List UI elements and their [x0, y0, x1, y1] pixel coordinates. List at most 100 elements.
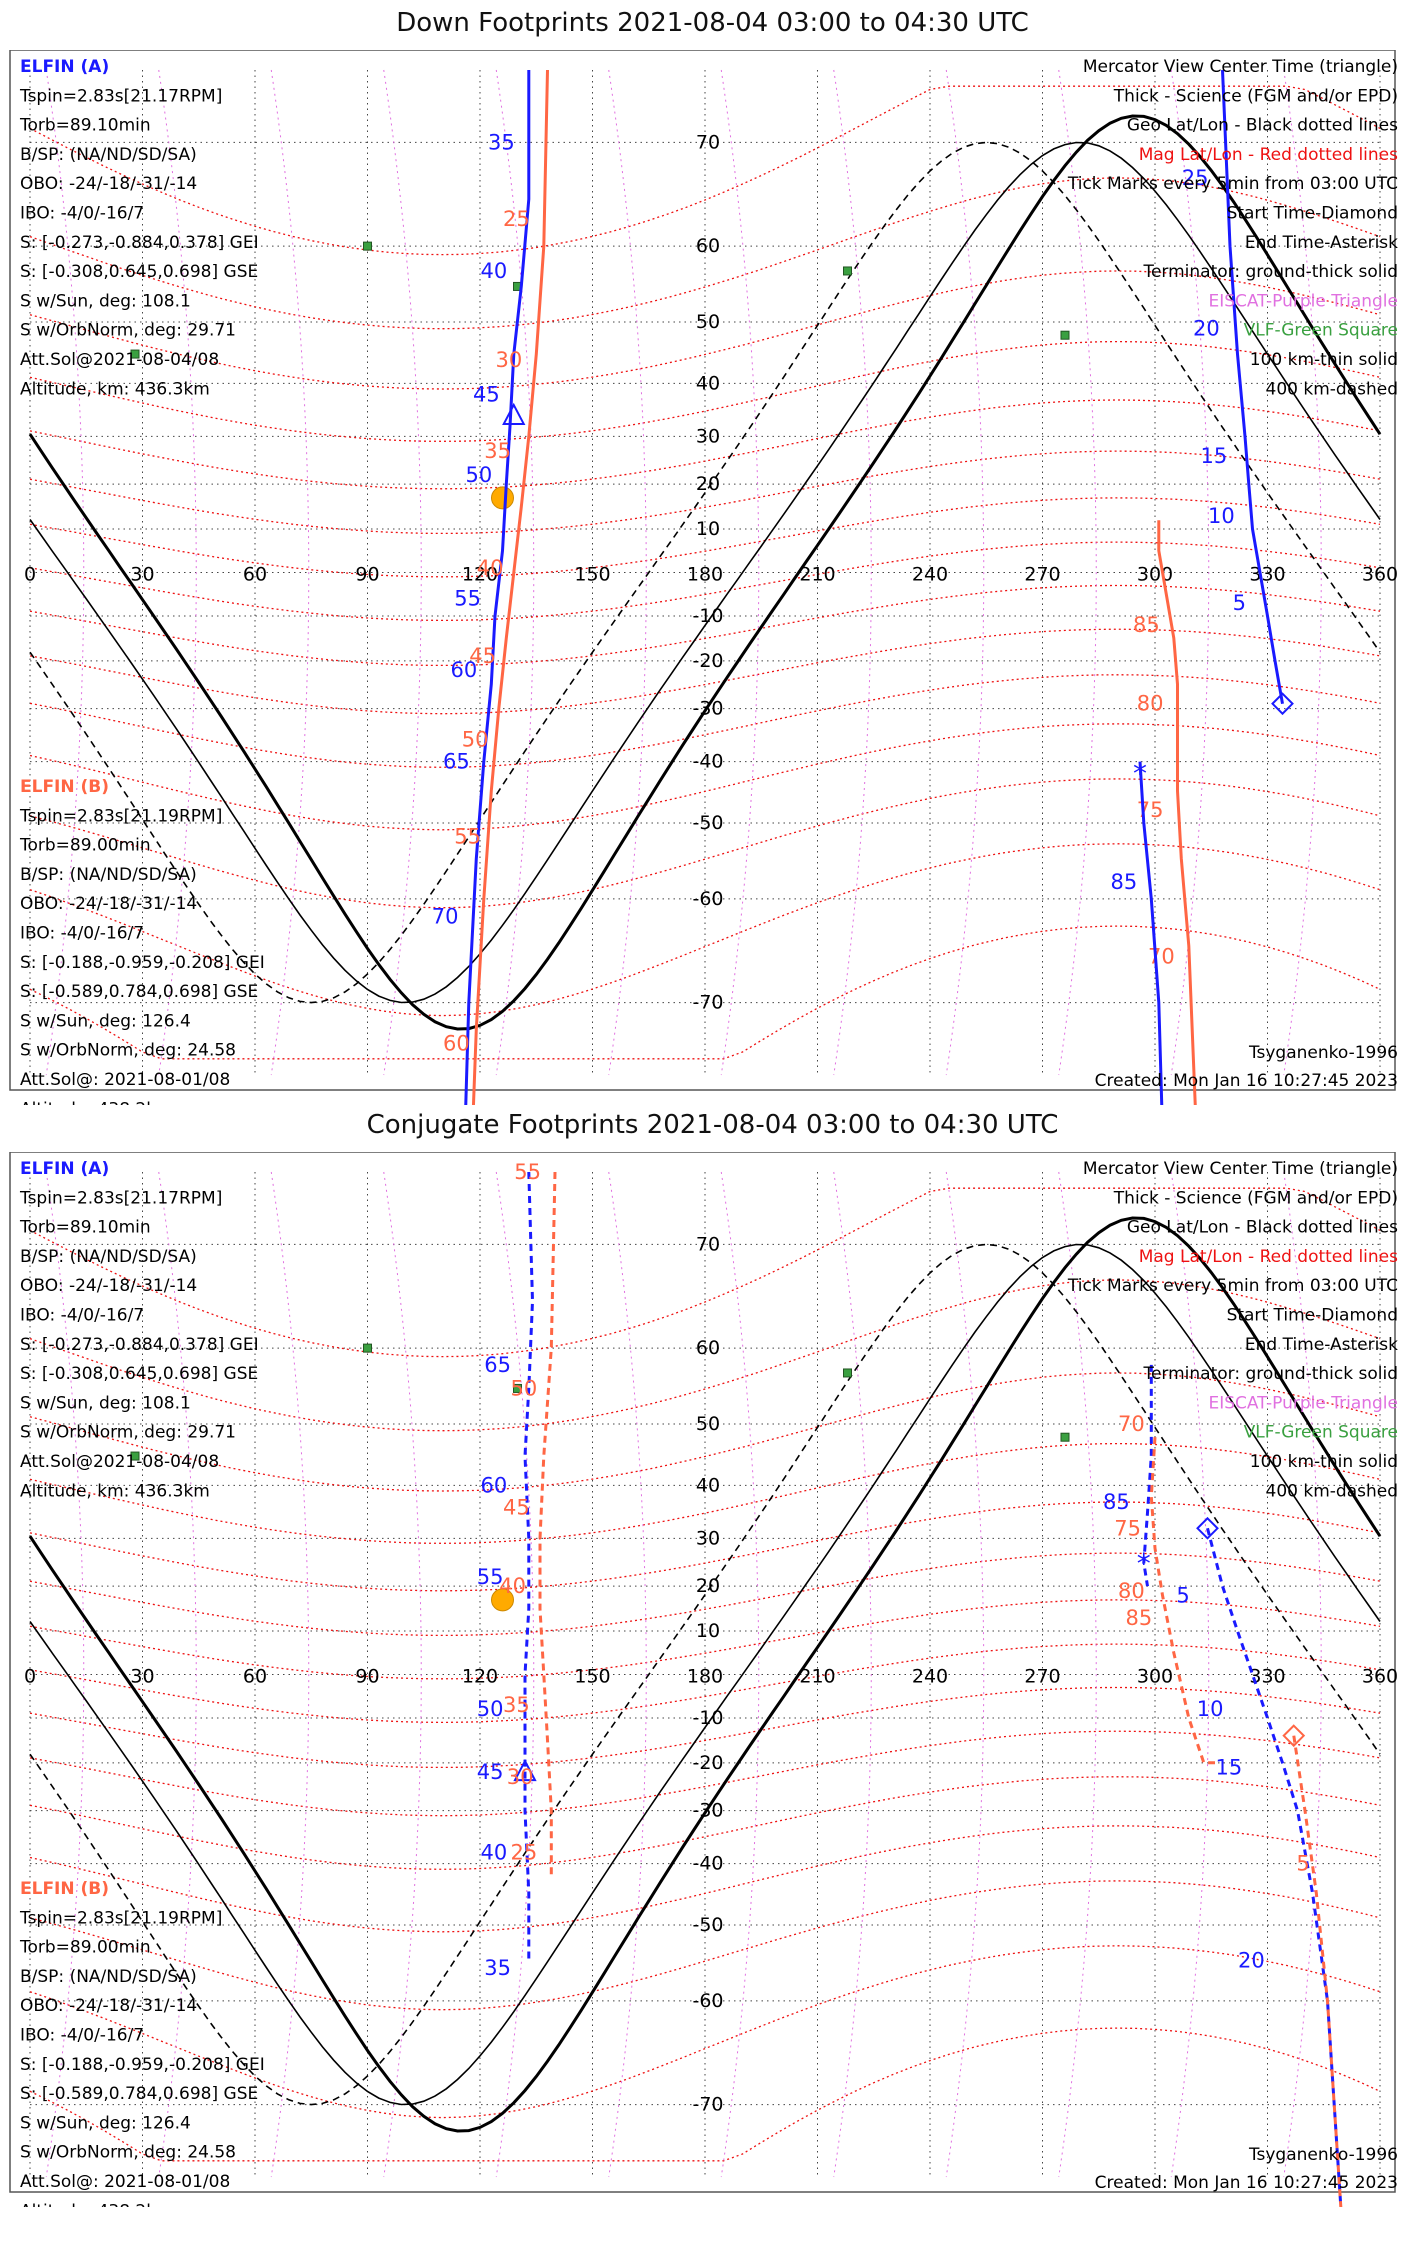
time-tick-label: 45 — [477, 1760, 504, 1784]
axis-labels: 0 30 60 90 120 150 180 210 240 270 300 330 360 70 60 50… — [24, 131, 1398, 1013]
footprint-series: 35 40 45 50 55 60 65 70 — [432, 70, 531, 1105]
legend-entry: End Time-Asterisk — [1245, 233, 1398, 253]
lat-tick-label: -50 — [692, 812, 723, 834]
spacecraft-param: S w/OrbNorm, deg: 24.58 — [20, 2143, 236, 2163]
spacecraft-param: S w/Sun, deg: 108.1 — [20, 291, 191, 311]
legend-entry: Geo Lat/Lon - Black dotted lines — [1127, 116, 1398, 136]
model-label: Tsyganenko-1996 — [1248, 2145, 1398, 2165]
vlf-site-marker — [1060, 330, 1070, 340]
lat-tick-label: 70 — [696, 131, 720, 153]
time-tick-label: 45 — [503, 1495, 530, 1519]
lat-tick-label: -10 — [692, 605, 723, 627]
mag-parallel — [29, 584, 1381, 667]
time-tick-label: 10 — [1197, 1697, 1224, 1721]
mag-meridian — [1058, 69, 1097, 1076]
footprint-track — [464, 70, 531, 1105]
footprint-series: 25 20 15 10 5 — [1182, 69, 1294, 716]
mag-meridian — [608, 69, 647, 1076]
footprint-track — [1157, 520, 1197, 1105]
mag-meridian — [495, 1171, 535, 2178]
legend-entry: Terminator: ground-thick solid — [1142, 1364, 1398, 1384]
lon-tick-label: 120 — [462, 1666, 498, 1688]
legend-entry: Tick Marks every 5min from 03:00 UTC — [1067, 174, 1398, 194]
geo-grid — [29, 70, 1381, 1075]
time-tick-label: 75 — [1114, 1516, 1141, 1540]
spacecraft-param: B/SP: (NA/ND/SD/SA) — [20, 145, 197, 165]
vlf-site-marker — [130, 349, 140, 359]
time-tick-label: 55 — [454, 825, 481, 849]
terminator-400km — [29, 141, 1381, 1004]
legend-entry: 100 km-thin solid — [1250, 350, 1398, 370]
spacecraft-param: OBO: -24/-18/-31/-14 — [20, 174, 197, 194]
lon-tick-label: 240 — [912, 564, 948, 586]
spacecraft-param: Torb=89.00min — [19, 1938, 151, 1958]
spacecraft-param: S: [-0.273,-0.884,0.378] GEI — [20, 1335, 259, 1355]
subsolar-point — [491, 1588, 514, 1612]
end-asterisk: * — [1133, 757, 1147, 790]
lat-tick-label: 10 — [696, 518, 720, 540]
lon-tick-label: 120 — [462, 564, 498, 586]
mag-meridian — [1283, 69, 1322, 1076]
lon-tick-label: 60 — [243, 1666, 267, 1688]
spacecraft-param: Torb=89.10min — [19, 1218, 151, 1238]
lat-tick-label: -50 — [692, 1914, 723, 1936]
time-tick-label: 45 — [469, 644, 496, 668]
spacecraft-param: Tspin=2.83s[21.17RPM] — [19, 86, 222, 106]
lat-tick-label: -60 — [692, 1990, 723, 2012]
time-tick-label: 50 — [511, 1376, 538, 1400]
time-tick-label: 75 — [1137, 798, 1164, 822]
legend-entry: Start Time-Diamond — [1227, 1306, 1398, 1326]
lon-tick-label: 210 — [799, 564, 835, 586]
legend-entry: VLF-Green Square — [1244, 321, 1398, 341]
spacecraft-param: Altitude: 438.2km — [20, 1099, 173, 1105]
lat-tick-label: 60 — [696, 235, 720, 257]
start-diamond — [1282, 1724, 1306, 1748]
time-tick-label: 65 — [443, 750, 470, 774]
vlf-site-marker — [513, 1383, 522, 1393]
time-tick-label: 80 — [1137, 692, 1164, 716]
time-tick-label: 65 — [484, 1353, 511, 1377]
spacecraft-param: Tspin=2.83s[21.17RPM] — [19, 1188, 222, 1208]
lon-tick-label: 0 — [24, 564, 36, 586]
spacecraft-param: S: [-0.589,0.784,0.698] GSE — [20, 982, 258, 1002]
terminator-100km — [29, 141, 1381, 1004]
lat-tick-label: -60 — [692, 888, 723, 910]
start-diamond — [1196, 1516, 1219, 1540]
chart-title-conjugate: Conjugate Footprints 2021-08-04 03:00 to… — [366, 1110, 1059, 1140]
mag-meridian — [833, 1171, 872, 2178]
mag-meridian — [45, 1171, 85, 2178]
lat-tick-label: -30 — [692, 698, 723, 720]
model-label: Tsyganenko-1996 — [1248, 1043, 1398, 1063]
mag-meridian — [720, 1171, 760, 2178]
time-tick-label: 55 — [454, 587, 481, 611]
lon-tick-label: 270 — [1024, 1666, 1060, 1688]
time-tick-label: 5 — [1176, 1583, 1189, 1607]
lon-tick-label: 30 — [130, 1666, 154, 1688]
time-tick-label: 30 — [496, 348, 523, 372]
time-tick-label: 50 — [466, 463, 493, 487]
mag-meridian — [608, 1171, 647, 2178]
mag-parallel — [29, 450, 1381, 535]
footprint-track — [471, 69, 549, 1105]
spacecraft-param: S w/Sun, deg: 126.4 — [20, 1011, 191, 1031]
mag-parallel — [29, 340, 1381, 442]
time-tick-label: 35 — [484, 439, 511, 463]
lon-tick-label: 270 — [1024, 564, 1060, 586]
time-tick-label: 25 — [1182, 166, 1209, 190]
spacecraft-param: S: [-0.188,-0.959,-0.208] GEI — [20, 2055, 265, 2075]
lat-tick-label: 20 — [696, 473, 720, 495]
end-asterisk: * — [1137, 1547, 1151, 1580]
legend-entry: Terminator: ground-thick solid — [1142, 262, 1398, 282]
lat-tick-label: 50 — [696, 311, 720, 333]
mag-meridian — [720, 69, 760, 1076]
mag-meridian — [1283, 1171, 1322, 2178]
footprint-track — [523, 1171, 535, 1961]
footprint-track — [538, 1171, 557, 1875]
mag-parallel — [29, 1730, 1381, 1817]
mag-meridian — [495, 69, 535, 1076]
lon-tick-label: 360 — [1362, 564, 1398, 586]
panel-frame — [9, 50, 1396, 1091]
legend-entry: End Time-Asterisk — [1245, 1335, 1398, 1355]
spacecraft-label: ELFIN (B) — [20, 1879, 109, 1899]
footprint-track — [1138, 761, 1164, 1105]
